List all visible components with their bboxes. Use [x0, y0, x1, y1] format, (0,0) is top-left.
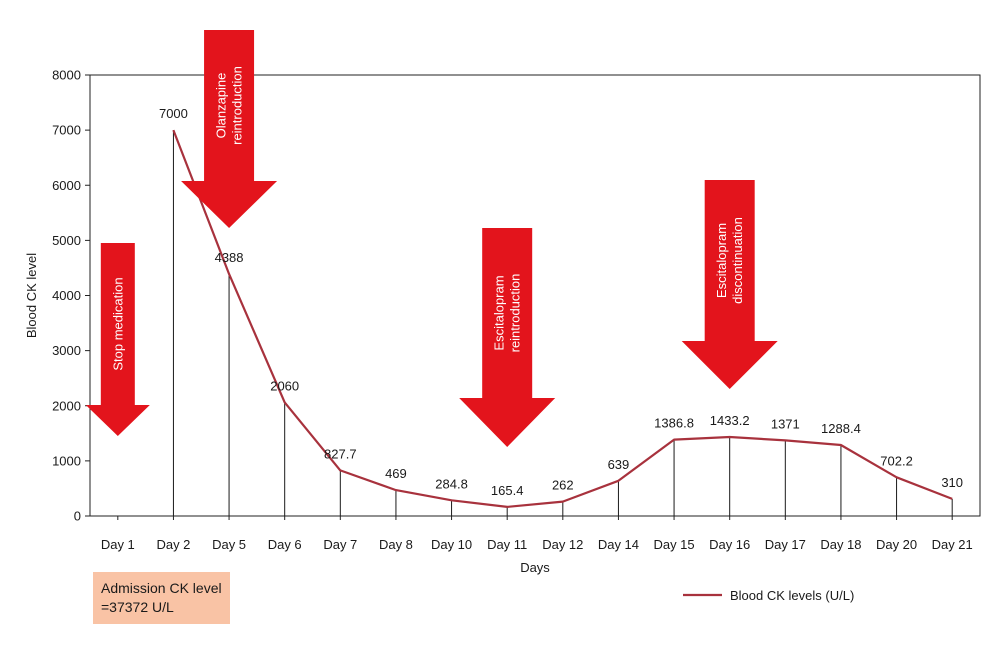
- data-label: 2060: [270, 378, 299, 393]
- x-tick-label: Day 6: [268, 537, 302, 552]
- annotation-label: reintroduction: [230, 66, 245, 145]
- data-label: 1386.8: [654, 416, 694, 431]
- x-tick-label: Day 21: [932, 537, 973, 552]
- x-tick-label: Day 18: [820, 537, 861, 552]
- y-tick-label: 2000: [52, 398, 81, 413]
- admission-note-box: [93, 572, 230, 624]
- x-tick-label: Day 16: [709, 537, 750, 552]
- x-tick-label: Day 11: [487, 537, 527, 552]
- y-tick-label: 3000: [52, 343, 81, 358]
- annotation-label: Escitalopram: [714, 223, 729, 298]
- x-tick-label: Day 17: [765, 537, 806, 552]
- annotation-label: reintroduction: [508, 274, 523, 353]
- y-tick-label: 6000: [52, 178, 81, 193]
- data-label: 639: [608, 457, 630, 472]
- data-label: 310: [941, 475, 963, 490]
- data-label: 165.4: [491, 483, 524, 498]
- data-label: 1433.2: [710, 413, 750, 428]
- annotation-arrow: [85, 243, 150, 436]
- data-label: 1288.4: [821, 421, 861, 436]
- y-tick-label: 8000: [52, 68, 81, 83]
- series-line-blood-ck: [172, 129, 953, 508]
- x-tick-label: Day 20: [876, 537, 917, 552]
- x-axis-title: Days: [520, 560, 550, 575]
- x-tick-label: Day 2: [156, 537, 190, 552]
- data-label: 1371: [771, 416, 800, 431]
- annotation-arrow: [681, 180, 778, 389]
- x-tick-label: Day 10: [431, 537, 472, 552]
- annotation-label: Escitalopram: [492, 275, 507, 350]
- data-label: 827.7: [324, 446, 357, 461]
- x-tick-label: Day 14: [598, 537, 639, 552]
- y-tick-label: 1000: [52, 453, 81, 468]
- x-tick-label: Day 8: [379, 537, 413, 552]
- annotation-label: Olanzapine: [214, 73, 229, 139]
- x-tick-label: Day 5: [212, 537, 246, 552]
- y-tick-label: 5000: [52, 233, 81, 248]
- x-tick-label: Day 12: [542, 537, 583, 552]
- annotation-label: Stop medication: [110, 277, 125, 370]
- y-tick-label: 4000: [52, 288, 81, 303]
- y-tick-label: 7000: [52, 123, 81, 138]
- x-tick-label: Day 15: [653, 537, 694, 552]
- data-label: 7000: [159, 106, 188, 121]
- data-label: 284.8: [435, 476, 468, 491]
- x-tick-label: Day 7: [323, 537, 357, 552]
- admission-note-text: Admission CK level: [101, 580, 222, 596]
- admission-note-text: =37372 U/L: [101, 599, 174, 615]
- annotation-label: discontinuation: [730, 217, 745, 304]
- x-tick-label: Day 1: [101, 537, 135, 552]
- data-label: 702.2: [880, 453, 913, 468]
- data-label: 469: [385, 466, 407, 481]
- data-label: 262: [552, 478, 574, 493]
- data-label: 4388: [215, 250, 244, 265]
- y-axis-title: Blood CK level: [24, 253, 39, 338]
- annotation-arrow: [459, 228, 556, 447]
- legend-label: Blood CK levels (U/L): [730, 588, 854, 603]
- annotation-arrow: [181, 30, 278, 228]
- y-tick-label: 0: [74, 509, 81, 524]
